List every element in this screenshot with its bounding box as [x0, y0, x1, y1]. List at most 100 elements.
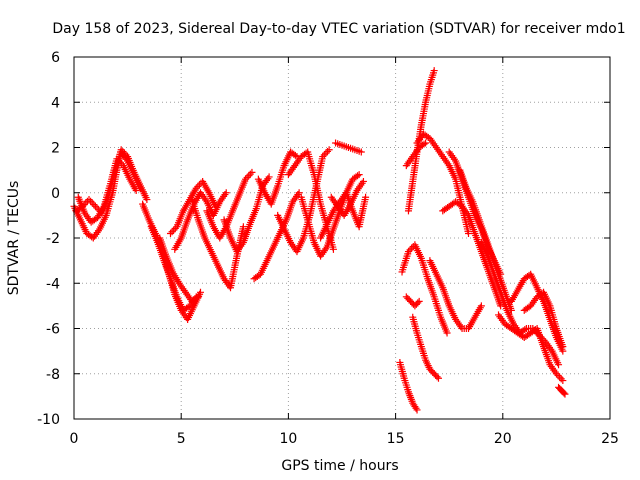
data-point: [248, 168, 256, 176]
data-point: [222, 189, 230, 197]
data-point: [116, 158, 124, 166]
y-tick-labels: 6 4 2 0 -2 -4 -6 -8 -10: [37, 50, 60, 428]
series-s3: [74, 155, 140, 226]
data-point: [120, 149, 128, 157]
data-point: [171, 224, 179, 232]
data-point: [170, 226, 178, 234]
data-point: [118, 160, 126, 168]
data-point: [430, 67, 438, 75]
data-point: [362, 193, 370, 201]
data-point: [556, 373, 564, 381]
series-s19: [327, 177, 367, 219]
y-tick-label: -2: [46, 231, 60, 247]
data-point: [85, 196, 93, 204]
series-s25: [404, 67, 438, 215]
data-point: [559, 377, 567, 385]
series-s18: [332, 139, 365, 156]
data-point: [413, 406, 421, 414]
x-tick-label: 5: [177, 431, 186, 447]
data-point: [194, 293, 202, 301]
series-s23: [402, 293, 423, 310]
data-point: [245, 172, 253, 180]
x-tick-labels: 0 5 10 15 20 25: [70, 431, 619, 447]
data-point: [122, 151, 130, 159]
data-point: [194, 183, 202, 191]
series-s35: [555, 383, 569, 398]
series-s20: [396, 358, 421, 414]
x-tick-label: 15: [387, 431, 405, 447]
data-point: [196, 288, 204, 296]
data-points: [70, 67, 569, 414]
data-point: [246, 170, 254, 178]
data-point: [420, 140, 428, 148]
data-point: [243, 173, 251, 181]
data-point: [325, 146, 333, 154]
x-axis-label: GPS time / hours: [281, 458, 398, 474]
data-point: [521, 326, 529, 334]
series-s21: [398, 241, 451, 337]
x-tick-label: 0: [70, 431, 79, 447]
chart-title: Day 158 of 2023, Sidereal Day-to-day VTE…: [52, 21, 625, 37]
series-s10: [203, 168, 256, 242]
series-s7: [166, 177, 220, 237]
data-point: [113, 155, 121, 163]
data-point: [555, 361, 563, 369]
data-point: [168, 228, 176, 236]
data-point: [434, 374, 442, 382]
data-point: [554, 371, 562, 379]
data-point: [265, 173, 273, 181]
series-s30: [456, 166, 515, 314]
data-point: [412, 404, 420, 412]
data-point: [291, 151, 299, 159]
data-point: [552, 370, 560, 378]
data-point: [322, 149, 330, 157]
axis-ticks: [73, 56, 611, 420]
series-s6: [156, 234, 202, 305]
series-s15: [284, 148, 337, 253]
data-point: [414, 299, 422, 307]
data-point: [464, 229, 472, 237]
series-s34: [520, 288, 567, 351]
series-s33: [507, 270, 567, 355]
data-point: [324, 147, 332, 155]
data-point: [319, 153, 327, 161]
y-tick-label: 6: [51, 50, 60, 66]
y-tick-label: 4: [51, 95, 60, 111]
y-tick-label: -8: [46, 367, 60, 383]
y-tick-label: -10: [37, 412, 60, 428]
series-s31: [477, 239, 563, 369]
data-point: [477, 302, 485, 310]
data-point: [557, 375, 565, 383]
data-point: [143, 196, 151, 204]
data-point: [443, 329, 451, 337]
data-point: [320, 151, 328, 159]
data-point: [193, 294, 201, 302]
data-point: [132, 186, 140, 194]
data-point: [329, 245, 337, 253]
data-point: [119, 147, 127, 155]
data-point: [359, 177, 367, 185]
data-point: [433, 373, 441, 381]
data-point: [93, 204, 101, 212]
data-point: [242, 175, 250, 183]
series-s22: [409, 313, 442, 382]
data-point: [559, 343, 567, 351]
series-s13: [254, 148, 301, 208]
y-tick-label: 0: [51, 186, 60, 202]
x-tick-label: 20: [494, 431, 512, 447]
y-tick-label: -6: [46, 322, 60, 338]
data-point: [117, 146, 125, 154]
data-point: [415, 297, 423, 305]
data-point: [88, 199, 96, 207]
y-tick-label: -4: [46, 276, 60, 292]
series-s27: [426, 257, 485, 332]
x-tick-label: 25: [601, 431, 619, 447]
x-tick-label: 10: [279, 431, 297, 447]
y-tick-label: 2: [51, 141, 60, 157]
data-point: [87, 197, 95, 205]
data-point: [91, 202, 99, 210]
data-point: [354, 172, 362, 180]
data-point: [166, 229, 174, 237]
data-point: [422, 139, 430, 147]
